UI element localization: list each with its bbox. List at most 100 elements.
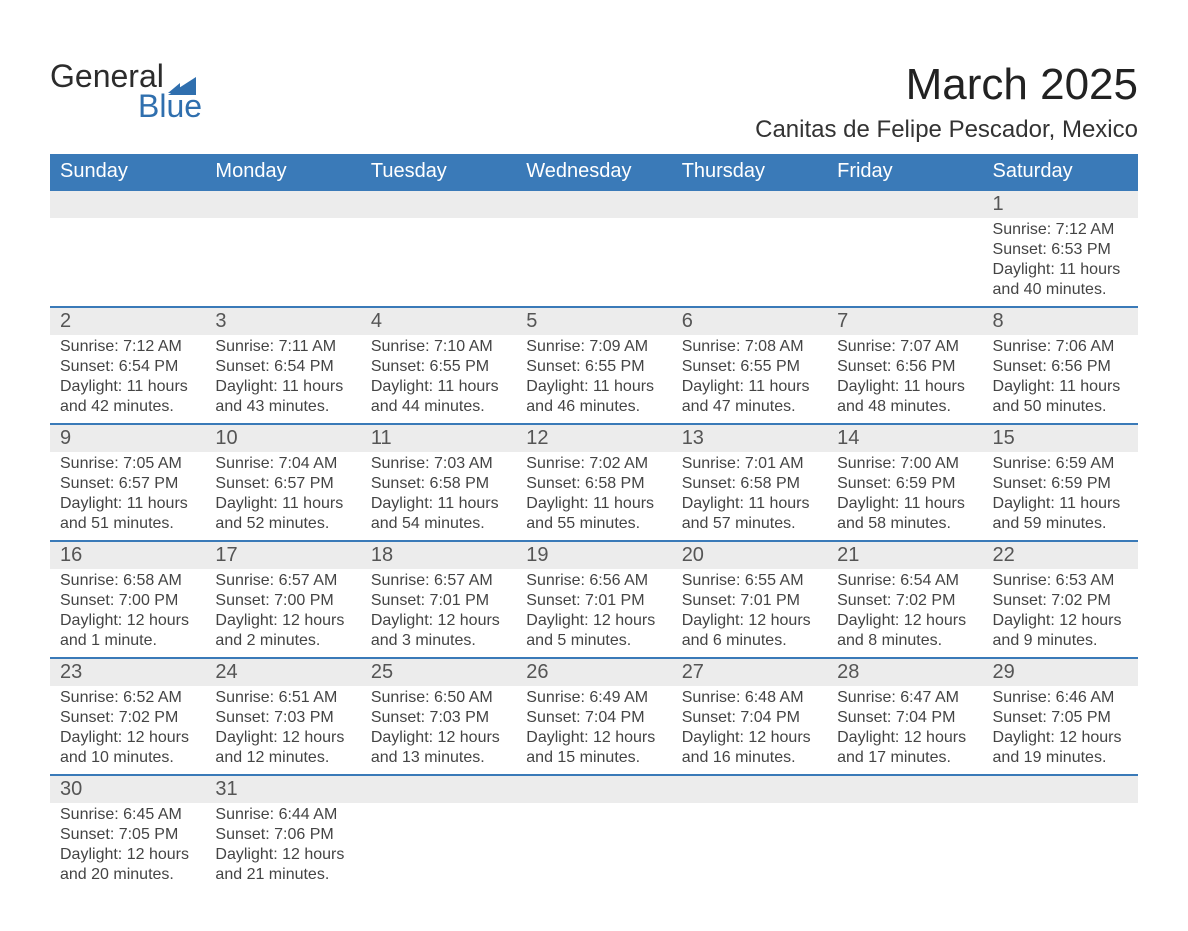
day-sunrise: Sunrise: 6:47 AM [837,688,972,708]
day-cell-body: Sunrise: 7:03 AMSunset: 6:58 PMDaylight:… [361,452,516,541]
day-details: Sunrise: 6:47 AMSunset: 7:04 PMDaylight:… [827,686,982,774]
day-sunset [837,240,972,260]
day-details: Sunrise: 7:02 AMSunset: 6:58 PMDaylight:… [516,452,671,540]
day-sunrise [837,805,972,825]
day-cell-body [827,803,982,891]
day-daylight2: and 42 minutes. [60,397,195,417]
day-daylight2: and 19 minutes. [993,748,1128,768]
day-sunset: Sunset: 7:04 PM [837,708,972,728]
day-cell-body: Sunrise: 6:46 AMSunset: 7:05 PMDaylight:… [983,686,1138,775]
day-sunset: Sunset: 7:01 PM [371,591,506,611]
day-number [983,776,1138,803]
day-sunrise: Sunrise: 7:02 AM [526,454,661,474]
day-daylight1 [837,845,972,865]
day-cell-number: 22 [983,541,1138,569]
day-sunset: Sunset: 6:54 PM [60,357,195,377]
day-cell-body: Sunrise: 6:55 AMSunset: 7:01 PMDaylight:… [672,569,827,658]
day-daylight2: and 47 minutes. [682,397,817,417]
col-saturday: Saturday [983,154,1138,190]
day-sunset: Sunset: 6:55 PM [371,357,506,377]
day-daylight1 [837,260,972,280]
day-daylight2: and 15 minutes. [526,748,661,768]
day-cell-body: Sunrise: 7:11 AMSunset: 6:54 PMDaylight:… [205,335,360,424]
day-sunset: Sunset: 6:55 PM [526,357,661,377]
day-number: 16 [50,542,205,569]
day-number: 19 [516,542,671,569]
day-number: 26 [516,659,671,686]
day-cell-body: Sunrise: 6:58 AMSunset: 7:00 PMDaylight:… [50,569,205,658]
day-sunrise: Sunrise: 6:49 AM [526,688,661,708]
day-daylight2: and 16 minutes. [682,748,817,768]
day-details: Sunrise: 7:00 AMSunset: 6:59 PMDaylight:… [827,452,982,540]
day-daylight1: Daylight: 11 hours [526,494,661,514]
day-sunset [682,825,817,845]
day-daylight1: Daylight: 12 hours [215,845,350,865]
day-daylight2 [682,865,817,885]
day-sunrise: Sunrise: 6:48 AM [682,688,817,708]
day-daylight1: Daylight: 11 hours [682,377,817,397]
day-number: 1 [983,191,1138,218]
day-number: 20 [672,542,827,569]
day-details: Sunrise: 6:56 AMSunset: 7:01 PMDaylight:… [516,569,671,657]
day-number: 10 [205,425,360,452]
day-cell-number: 26 [516,658,671,686]
day-daylight1: Daylight: 11 hours [371,494,506,514]
day-sunset: Sunset: 6:54 PM [215,357,350,377]
day-body-row: Sunrise: 6:45 AMSunset: 7:05 PMDaylight:… [50,803,1138,891]
day-sunrise [682,805,817,825]
day-daylight1 [682,845,817,865]
day-daylight2: and 6 minutes. [682,631,817,651]
day-number [516,191,671,218]
day-cell-body: Sunrise: 6:44 AMSunset: 7:06 PMDaylight:… [205,803,360,891]
day-number: 29 [983,659,1138,686]
day-number [827,776,982,803]
day-daylight1: Daylight: 12 hours [60,845,195,865]
day-cell-body [361,803,516,891]
day-daylight1: Daylight: 11 hours [371,377,506,397]
day-daylight2: and 59 minutes. [993,514,1128,534]
day-daylight2: and 40 minutes. [993,280,1128,300]
day-daylight2: and 20 minutes. [60,865,195,885]
day-sunrise: Sunrise: 6:46 AM [993,688,1128,708]
day-cell-body: Sunrise: 6:49 AMSunset: 7:04 PMDaylight:… [516,686,671,775]
day-daylight1: Daylight: 11 hours [993,260,1128,280]
day-cell-number [205,190,360,218]
day-daylight2: and 12 minutes. [215,748,350,768]
day-details: Sunrise: 6:50 AMSunset: 7:03 PMDaylight:… [361,686,516,774]
day-cell-number: 28 [827,658,982,686]
day-sunset: Sunset: 7:06 PM [215,825,350,845]
day-cell-body: Sunrise: 7:05 AMSunset: 6:57 PMDaylight:… [50,452,205,541]
day-daylight1 [371,845,506,865]
day-cell-body: Sunrise: 6:52 AMSunset: 7:02 PMDaylight:… [50,686,205,775]
day-daylight2: and 1 minute. [60,631,195,651]
day-cell-number: 31 [205,775,360,803]
day-body-row: Sunrise: 7:05 AMSunset: 6:57 PMDaylight:… [50,452,1138,541]
day-cell-body [205,218,360,307]
day-sunset [215,240,350,260]
day-sunrise: Sunrise: 7:03 AM [371,454,506,474]
day-cell-body: Sunrise: 7:01 AMSunset: 6:58 PMDaylight:… [672,452,827,541]
day-daylight2 [371,865,506,885]
day-daylight2: and 46 minutes. [526,397,661,417]
day-cell-number: 8 [983,307,1138,335]
day-daylight2 [837,280,972,300]
day-number: 14 [827,425,982,452]
day-number [672,191,827,218]
day-cell-number: 4 [361,307,516,335]
day-cell-number: 9 [50,424,205,452]
day-details: Sunrise: 6:54 AMSunset: 7:02 PMDaylight:… [827,569,982,657]
day-sunrise: Sunrise: 6:59 AM [993,454,1128,474]
day-sunrise: Sunrise: 6:54 AM [837,571,972,591]
day-sunrise: Sunrise: 7:06 AM [993,337,1128,357]
day-sunset: Sunset: 7:03 PM [215,708,350,728]
day-cell-body: Sunrise: 6:50 AMSunset: 7:03 PMDaylight:… [361,686,516,775]
day-daylight2: and 9 minutes. [993,631,1128,651]
day-number: 8 [983,308,1138,335]
day-daylight2: and 3 minutes. [371,631,506,651]
day-sunrise: Sunrise: 6:57 AM [215,571,350,591]
day-cell-body: Sunrise: 6:57 AMSunset: 7:01 PMDaylight:… [361,569,516,658]
page: General Blue March 2025 Canitas de Felip… [0,0,1188,931]
day-sunset: Sunset: 6:58 PM [526,474,661,494]
day-daylight2: and 55 minutes. [526,514,661,534]
day-cell-body: Sunrise: 6:48 AMSunset: 7:04 PMDaylight:… [672,686,827,775]
